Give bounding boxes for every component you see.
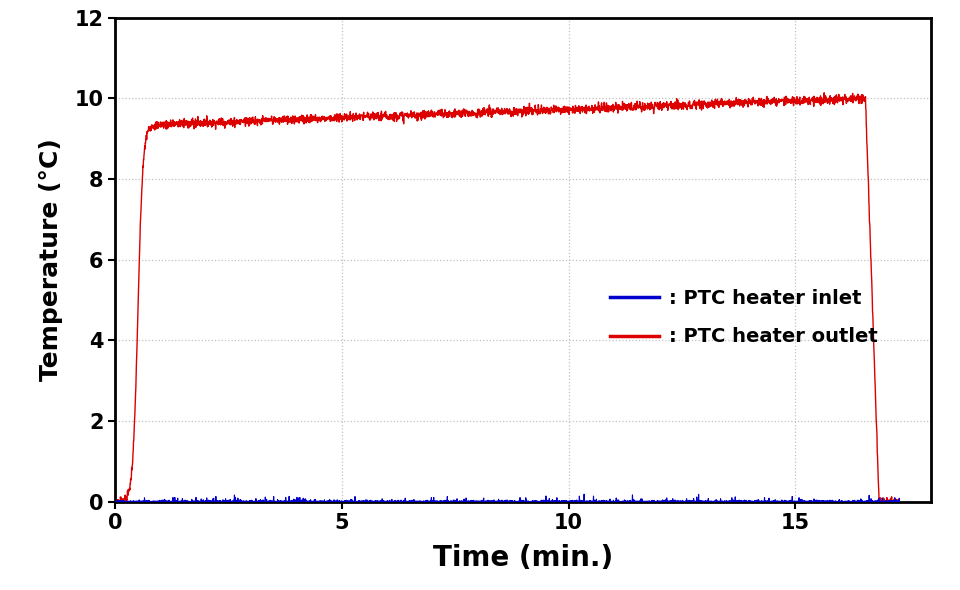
Line: : PTC heater outlet: : PTC heater outlet xyxy=(115,93,900,501)
: PTC heater inlet: (15.1, 0.000442): PTC heater inlet: (15.1, 0.000442) xyxy=(794,498,805,505)
: PTC heater inlet: (17.3, 0.000578): PTC heater inlet: (17.3, 0.000578) xyxy=(894,498,905,505)
: PTC heater outlet: (6.63, 9.58): PTC heater outlet: (6.63, 9.58) xyxy=(410,112,421,119)
: PTC heater inlet: (17, 0.0157): PTC heater inlet: (17, 0.0157) xyxy=(878,497,890,504)
: PTC heater inlet: (0, 0): PTC heater inlet: (0, 0) xyxy=(109,498,121,505)
Legend: : PTC heater inlet, : PTC heater outlet: : PTC heater inlet, : PTC heater outlet xyxy=(591,270,897,366)
: PTC heater inlet: (10.3, 0.182): PTC heater inlet: (10.3, 0.182) xyxy=(578,491,589,498)
: PTC heater outlet: (1.97, 9.34): PTC heater outlet: (1.97, 9.34) xyxy=(199,122,210,129)
Y-axis label: Temperature (°C): Temperature (°C) xyxy=(39,138,63,381)
: PTC heater outlet: (17, 0.0553): PTC heater outlet: (17, 0.0553) xyxy=(878,496,890,503)
: PTC heater inlet: (3, 0.0181): PTC heater inlet: (3, 0.0181) xyxy=(246,497,257,504)
: PTC heater outlet: (0, 0): PTC heater outlet: (0, 0) xyxy=(109,498,121,505)
X-axis label: Time (min.): Time (min.) xyxy=(433,545,613,572)
Line: : PTC heater inlet: : PTC heater inlet xyxy=(115,494,900,501)
: PTC heater inlet: (7.38, 0.00401): PTC heater inlet: (7.38, 0.00401) xyxy=(444,498,456,505)
: PTC heater outlet: (17.3, 0): PTC heater outlet: (17.3, 0) xyxy=(894,498,905,505)
: PTC heater outlet: (7.38, 9.66): PTC heater outlet: (7.38, 9.66) xyxy=(444,109,456,116)
: PTC heater inlet: (1.97, 0): PTC heater inlet: (1.97, 0) xyxy=(199,498,210,505)
: PTC heater outlet: (15.6, 10.1): PTC heater outlet: (15.6, 10.1) xyxy=(818,89,829,96)
: PTC heater outlet: (3, 9.37): PTC heater outlet: (3, 9.37) xyxy=(246,120,257,127)
: PTC heater inlet: (6.63, 0): PTC heater inlet: (6.63, 0) xyxy=(410,498,421,505)
: PTC heater outlet: (15.1, 10): PTC heater outlet: (15.1, 10) xyxy=(794,94,805,101)
